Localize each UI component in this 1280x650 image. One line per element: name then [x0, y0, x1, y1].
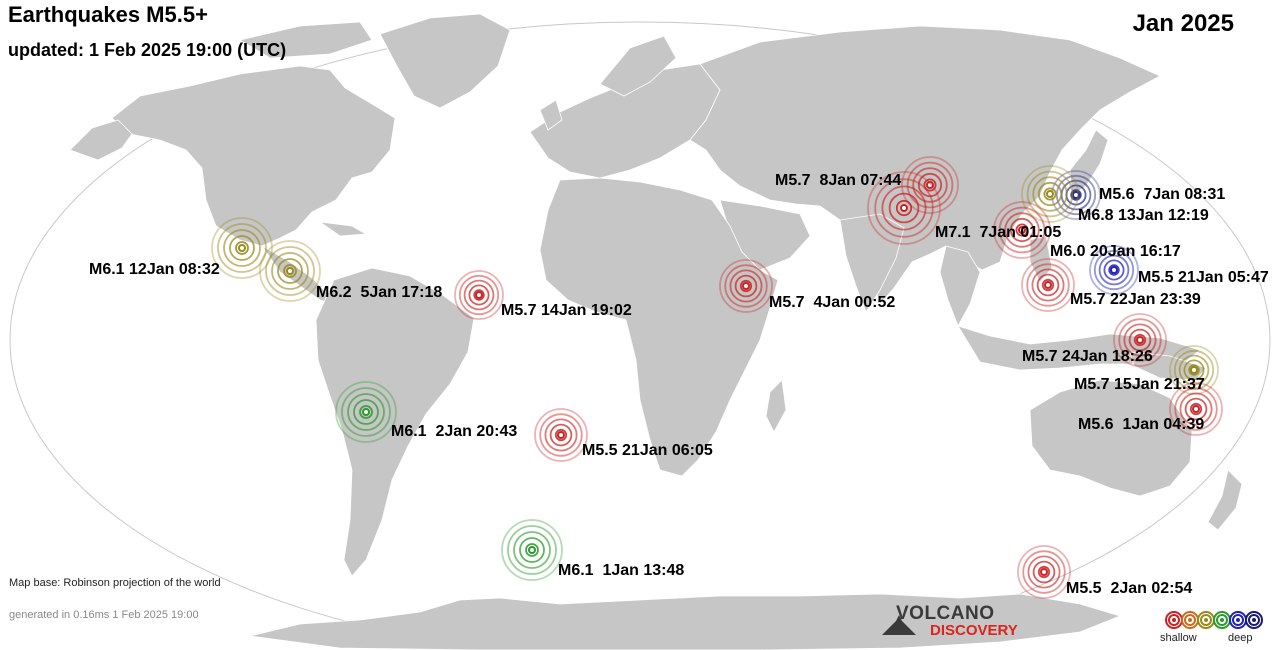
legend-ring [1229, 611, 1247, 629]
volcano-icon [882, 615, 916, 635]
quake-marker[interactable] [1089, 245, 1139, 295]
quake-label[interactable]: M5.7 22Jan 23:39 [1070, 291, 1201, 308]
quake-label[interactable]: M6.1 12Jan 08:32 [89, 261, 220, 278]
quake-label[interactable]: M6.1 2Jan 20:43 [391, 423, 518, 440]
quake-label[interactable]: M5.7 14Jan 19:02 [501, 302, 632, 319]
quake-marker[interactable] [1021, 165, 1079, 223]
antarctica [249, 593, 1122, 650]
greenland [379, 13, 511, 109]
quake-label[interactable]: M5.7 24Jan 18:26 [1022, 348, 1153, 365]
legend-deep-label: deep [1228, 632, 1253, 644]
quake-marker[interactable] [1113, 313, 1167, 367]
updated-timestamp: updated: 1 Feb 2025 19:00 (UTC) [8, 40, 287, 60]
depth-legend-rings [1165, 611, 1263, 629]
quake-marker[interactable] [1021, 258, 1075, 312]
caribbean [319, 221, 368, 237]
quake-label[interactable]: M6.2 5Jan 17:18 [316, 284, 443, 301]
legend-ring [1213, 611, 1231, 629]
india [839, 213, 905, 313]
quake-marker[interactable] [993, 201, 1051, 259]
quake-marker[interactable] [719, 259, 773, 313]
quake-label[interactable]: M6.8 13Jan 12:19 [1078, 207, 1209, 224]
volcano-discovery-logo[interactable]: VOLCANO DISCOVERY [880, 603, 1040, 643]
legend-shallow-label: shallow [1160, 632, 1197, 644]
north-america [111, 65, 396, 247]
quake-label[interactable]: M5.5 2Jan 02:54 [1066, 580, 1193, 597]
quake-marker[interactable] [534, 408, 588, 462]
legend-ring [1181, 611, 1199, 629]
logo-word-discovery: DISCOVERY [930, 622, 1018, 639]
quake-marker[interactable] [1169, 382, 1223, 436]
land-masses [69, 13, 1243, 650]
quake-marker[interactable] [501, 519, 563, 581]
arctic-islands [238, 21, 373, 59]
alaska [69, 119, 133, 161]
map-base-note: Map base: Robinson projection of the wor… [9, 577, 221, 589]
quake-marker[interactable] [1017, 545, 1071, 599]
madagascar [765, 379, 787, 433]
quake-marker[interactable] [259, 240, 321, 302]
quake-label[interactable]: M6.0 20Jan 16:17 [1050, 243, 1181, 260]
southeast-asia [939, 245, 981, 327]
quake-label[interactable]: M5.7 15Jan 21:37 [1074, 376, 1205, 393]
scandinavia [599, 35, 677, 97]
quake-label[interactable]: M6.1 1Jan 13:48 [558, 562, 685, 579]
quake-label[interactable]: M7.1 7Jan 01:05 [935, 224, 1062, 241]
quake-label[interactable]: M5.6 7Jan 08:31 [1099, 186, 1226, 203]
quake-marker[interactable] [335, 381, 397, 443]
quake-label[interactable]: M5.7 4Jan 00:52 [769, 294, 896, 311]
quake-label[interactable]: M5.5 21Jan 06:05 [582, 442, 713, 459]
quake-label[interactable]: M5.6 1Jan 04:39 [1078, 416, 1205, 433]
period-label: Jan 2025 [1132, 10, 1234, 37]
south-america [315, 267, 475, 577]
depth-legend: shallow deep [1156, 606, 1276, 650]
quake-marker[interactable] [454, 270, 504, 320]
generated-note: generated in 0.16ms 1 Feb 2025 19:00 [9, 609, 199, 621]
quake-label[interactable]: M5.7 8Jan 07:44 [775, 172, 902, 189]
legend-ring [1197, 611, 1215, 629]
page-title: Earthquakes M5.5+ [8, 2, 208, 27]
quake-rings [211, 156, 1223, 599]
quake-marker[interactable] [901, 156, 959, 214]
logo-word-volcano: VOLCANO [896, 603, 995, 624]
legend-ring [1245, 611, 1263, 629]
quake-marker[interactable] [867, 171, 941, 245]
australia [1029, 379, 1193, 497]
quake-marker[interactable] [211, 217, 273, 279]
africa [539, 177, 779, 477]
quake-label[interactable]: M5.5 21Jan 05:47 [1138, 269, 1269, 286]
new-zealand [1207, 469, 1243, 531]
british-isles [539, 99, 563, 131]
legend-ring [1165, 611, 1183, 629]
